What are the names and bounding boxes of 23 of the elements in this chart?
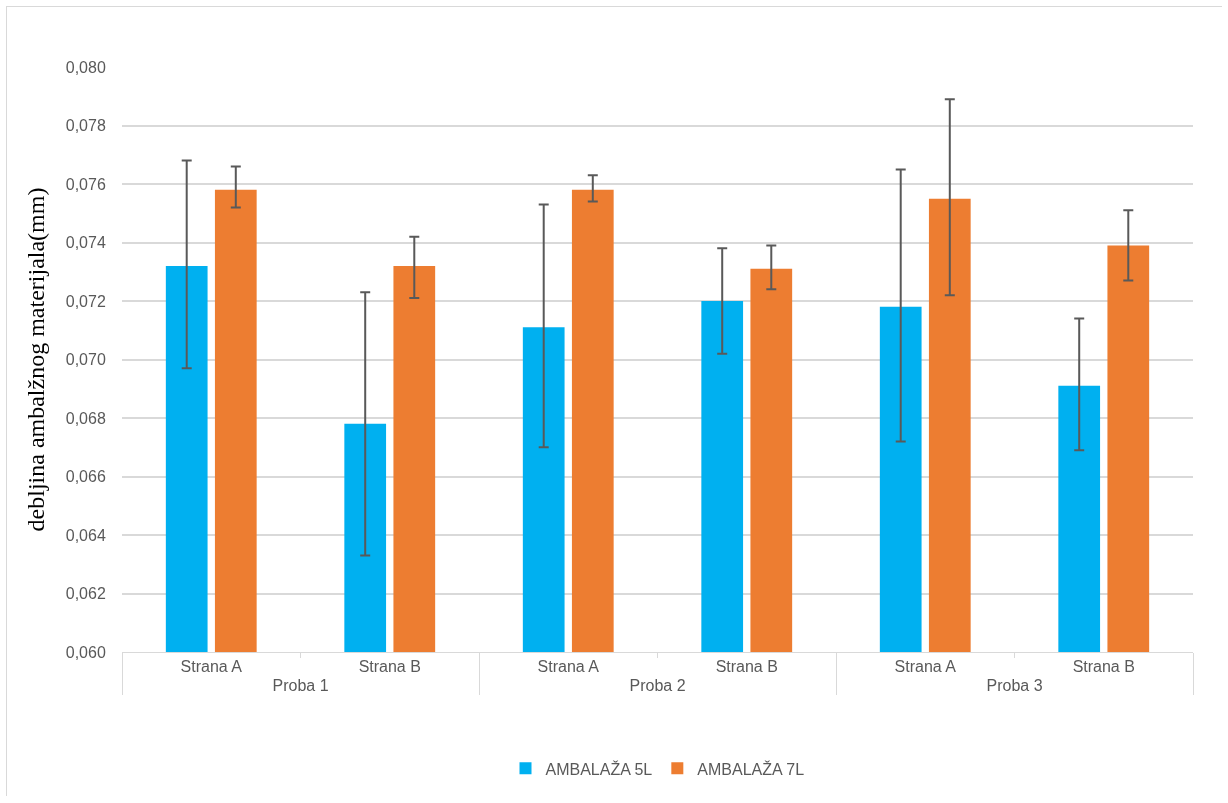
- y-tick-label: 0,070: [65, 351, 106, 369]
- y-tick-label: 0,076: [65, 175, 106, 193]
- y-tick-label: 0,062: [65, 585, 106, 603]
- text: Proba 3: [986, 677, 1043, 695]
- x-tick-label: Strana A: [894, 658, 957, 676]
- x-tick-label: Strana A: [537, 658, 600, 676]
- y-tick-label: 0,060: [65, 643, 106, 661]
- x-tick-label: Strana A: [180, 658, 243, 676]
- x-tick-label: Strana B: [1072, 658, 1135, 676]
- y-tick-label: 0,066: [65, 468, 106, 486]
- y-tick-label: 0,064: [65, 526, 106, 544]
- y-tick-label: 0,080: [65, 58, 106, 76]
- x-tick-label: Strana B: [358, 658, 421, 676]
- legend-label: AMBALAŽA 7L: [697, 759, 805, 778]
- legend-label: AMBALAŽA 5L: [545, 759, 653, 778]
- x-tick-label: Strana B: [715, 658, 778, 676]
- y-tick-label: 0,072: [65, 292, 106, 310]
- text: Proba 1: [272, 677, 329, 695]
- text: Proba 2: [629, 677, 686, 695]
- y-axis-title: debljina ambalžnog materijala(mm): [22, 187, 49, 532]
- y-tick-label: 0,074: [65, 234, 106, 252]
- y-tick-label: 0,078: [65, 117, 106, 135]
- y-tick-label: 0,068: [65, 409, 106, 427]
